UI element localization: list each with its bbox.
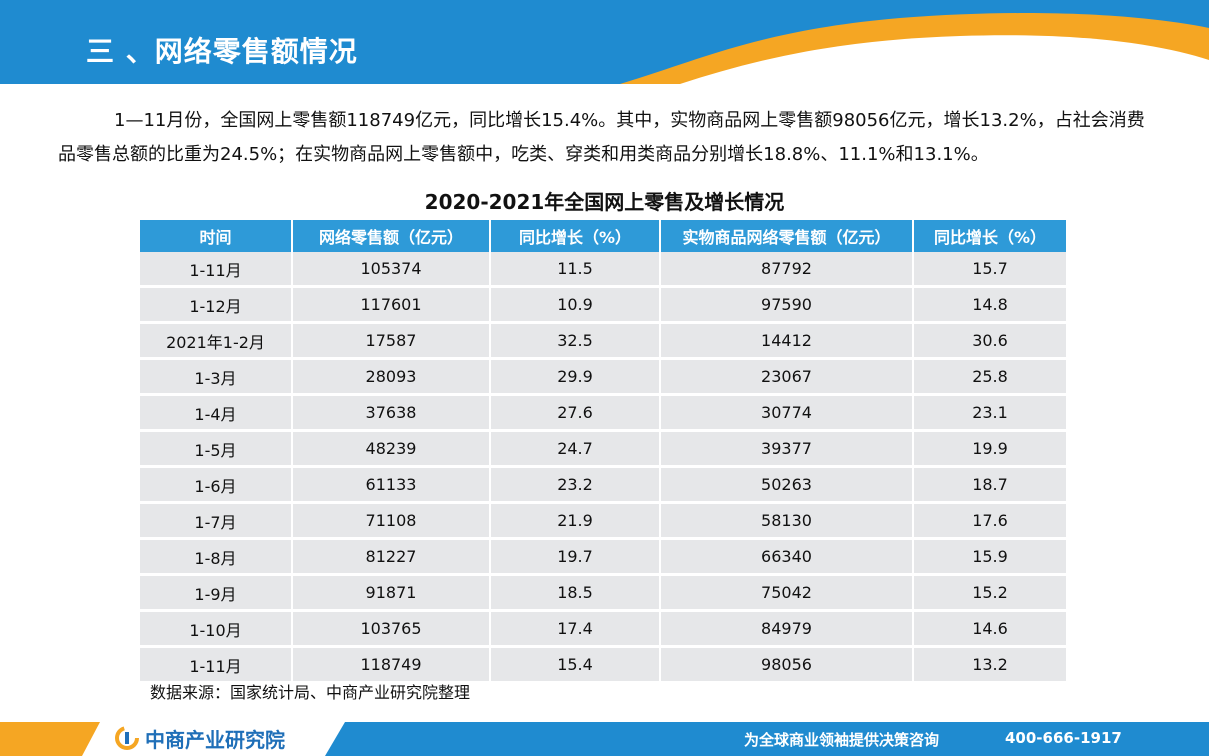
company-logo: 中商产业研究院 — [115, 724, 285, 752]
cell-growth: 23.2 — [490, 466, 661, 504]
cell-time: 1-5月 — [140, 430, 293, 468]
table-row: 1-6月 61133 23.2 50263 18.7 — [140, 466, 1066, 504]
cell-physical-retail: 39377 — [660, 430, 914, 468]
cell-online-retail: 117601 — [292, 286, 491, 324]
table-row: 1-9月 91871 18.5 75042 15.2 — [140, 574, 1066, 612]
cell-time: 1-7月 — [140, 502, 293, 540]
cell-growth: 27.6 — [490, 394, 661, 432]
cell-online-retail: 81227 — [292, 538, 491, 576]
table-row: 1-8月 81227 19.7 66340 15.9 — [140, 538, 1066, 576]
cell-time: 2021年1-2月 — [140, 322, 293, 360]
cell-physical-retail: 23067 — [660, 358, 914, 396]
cell-physical-retail: 30774 — [660, 394, 914, 432]
cell-growth: 21.9 — [490, 502, 661, 540]
summary-paragraph: 1—11月份，全国网上零售额118749亿元，同比增长15.4%。其中，实物商品… — [58, 104, 1158, 172]
cell-online-retail: 71108 — [292, 502, 491, 540]
table-row: 1-5月 48239 24.7 39377 19.9 — [140, 430, 1066, 468]
cell-time: 1-10月 — [140, 610, 293, 648]
footer-phone: 400-666-1917 — [1005, 729, 1122, 747]
cell-online-retail: 61133 — [292, 466, 491, 504]
column-header-growth: 同比增长（%） — [490, 220, 661, 252]
cell-physical-growth: 23.1 — [913, 394, 1066, 432]
cell-physical-growth: 17.6 — [913, 502, 1066, 540]
table-row: 1-11月 105374 11.5 87792 15.7 — [140, 252, 1066, 288]
cell-physical-growth: 25.8 — [913, 358, 1066, 396]
footer-background — [0, 722, 1209, 756]
cell-physical-retail: 66340 — [660, 538, 914, 576]
cell-physical-growth: 15.2 — [913, 574, 1066, 612]
retail-table: 时间 网络零售额（亿元） 同比增长（%） 实物商品网络零售额（亿元） 同比增长（… — [140, 220, 1066, 684]
cell-physical-retail: 97590 — [660, 286, 914, 324]
cell-time: 1-4月 — [140, 394, 293, 432]
table-row: 1-4月 37638 27.6 30774 23.1 — [140, 394, 1066, 432]
cell-physical-retail: 58130 — [660, 502, 914, 540]
table-row: 1-7月 71108 21.9 58130 17.6 — [140, 502, 1066, 540]
table-title: 2020-2021年全国网上零售及增长情况 — [424, 190, 785, 214]
cell-online-retail: 103765 — [292, 610, 491, 648]
cell-physical-retail: 87792 — [660, 252, 914, 288]
column-header-online-retail: 网络零售额（亿元） — [292, 220, 491, 252]
cell-growth: 15.4 — [490, 646, 661, 684]
cell-time: 1-12月 — [140, 286, 293, 324]
cell-time: 1-9月 — [140, 574, 293, 612]
cell-online-retail: 118749 — [292, 646, 491, 684]
table-row: 1-10月 103765 17.4 84979 14.6 — [140, 610, 1066, 648]
footer-banner — [0, 722, 1209, 756]
logo-text: 中商产业研究院 — [145, 727, 285, 752]
cell-physical-growth: 30.6 — [913, 322, 1066, 360]
cell-growth: 29.9 — [490, 358, 661, 396]
cell-growth: 11.5 — [490, 252, 661, 288]
cell-online-retail: 48239 — [292, 430, 491, 468]
cell-physical-growth: 13.2 — [913, 646, 1066, 684]
cell-physical-growth: 18.7 — [913, 466, 1066, 504]
cell-online-retail: 17587 — [292, 322, 491, 360]
cell-time: 1-3月 — [140, 358, 293, 396]
cell-physical-retail: 14412 — [660, 322, 914, 360]
zhongshang-logo-icon — [115, 726, 139, 750]
cell-online-retail: 91871 — [292, 574, 491, 612]
table-row: 2021年1-2月 17587 32.5 14412 30.6 — [140, 322, 1066, 360]
cell-physical-retail: 50263 — [660, 466, 914, 504]
cell-growth: 18.5 — [490, 574, 661, 612]
header-background — [0, 0, 1209, 84]
page-title: 三 、网络零售额情况 — [86, 35, 358, 68]
cell-physical-retail: 98056 — [660, 646, 914, 684]
cell-time: 1-11月 — [140, 646, 293, 684]
data-source-note: 数据来源：国家统计局、中商产业研究院整理 — [150, 683, 471, 702]
header-banner: 三 、网络零售额情况 — [0, 0, 1209, 84]
cell-physical-growth: 19.9 — [913, 430, 1066, 468]
cell-growth: 32.5 — [490, 322, 661, 360]
cell-physical-growth: 15.9 — [913, 538, 1066, 576]
cell-online-retail: 28093 — [292, 358, 491, 396]
column-header-time: 时间 — [140, 220, 293, 252]
cell-physical-growth: 14.8 — [913, 286, 1066, 324]
table-row: 1-12月 117601 10.9 97590 14.8 — [140, 286, 1066, 324]
table-row: 1-3月 28093 29.9 23067 25.8 — [140, 358, 1066, 396]
cell-time: 1-11月 — [140, 252, 293, 288]
column-header-physical-growth: 同比增长（%） — [913, 220, 1066, 252]
cell-growth: 19.7 — [490, 538, 661, 576]
table-row: 1-11月 118749 15.4 98056 13.2 — [140, 646, 1066, 684]
column-header-physical-retail: 实物商品网络零售额（亿元） — [660, 220, 914, 252]
cell-physical-retail: 75042 — [660, 574, 914, 612]
cell-online-retail: 37638 — [292, 394, 491, 432]
cell-growth: 24.7 — [490, 430, 661, 468]
cell-growth: 17.4 — [490, 610, 661, 648]
table-header-row: 时间 网络零售额（亿元） 同比增长（%） 实物商品网络零售额（亿元） 同比增长（… — [140, 220, 1066, 252]
cell-online-retail: 105374 — [292, 252, 491, 288]
cell-growth: 10.9 — [490, 286, 661, 324]
cell-time: 1-8月 — [140, 538, 293, 576]
cell-physical-growth: 14.6 — [913, 610, 1066, 648]
cell-physical-retail: 84979 — [660, 610, 914, 648]
cell-physical-growth: 15.7 — [913, 252, 1066, 288]
cell-time: 1-6月 — [140, 466, 293, 504]
footer-slogan: 为全球商业领袖提供决策咨询 — [744, 731, 940, 749]
summary-text: 1—11月份，全国网上零售额118749亿元，同比增长15.4%。其中，实物商品… — [58, 110, 1145, 165]
